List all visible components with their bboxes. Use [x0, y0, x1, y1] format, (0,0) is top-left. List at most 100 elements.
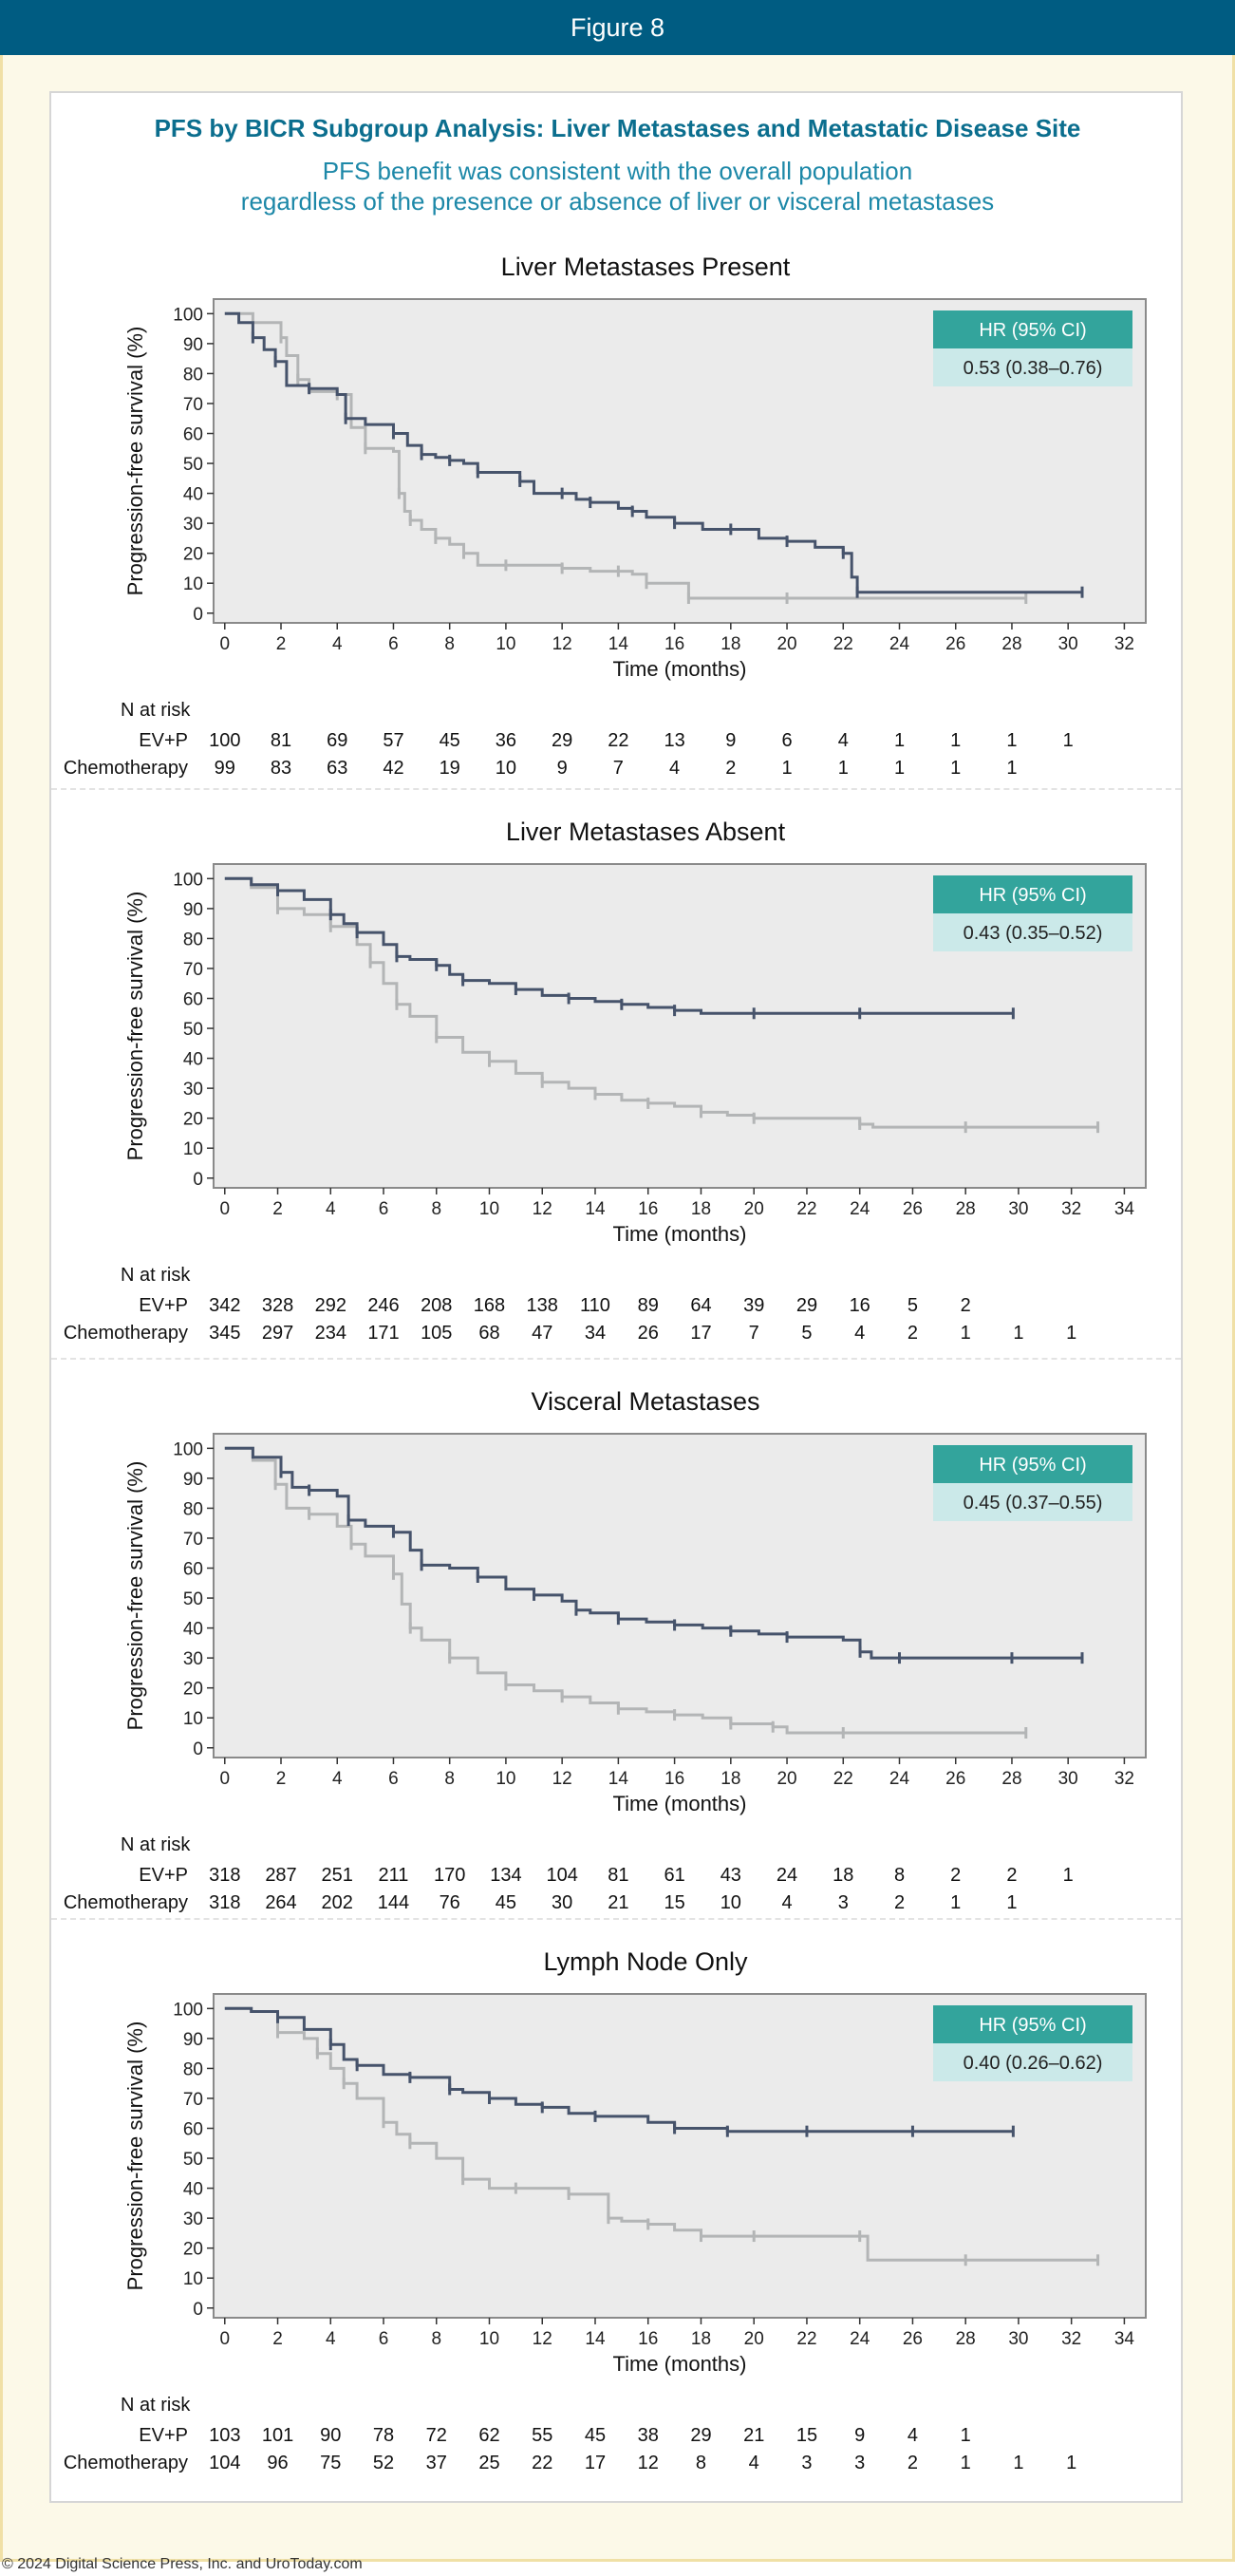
- risk-count: 292: [315, 1295, 346, 1316]
- x-tick-label: 30: [1008, 1199, 1028, 1219]
- x-tick-label: 28: [956, 2329, 976, 2349]
- hr-value-box: [933, 348, 1132, 386]
- y-tick-label: 40: [183, 1050, 203, 1070]
- y-tick-label: 10: [183, 1139, 203, 1159]
- copyright-footer: © 2024 Digital Science Press, Inc. and U…: [2, 2556, 363, 2572]
- x-tick-label: 0: [219, 634, 230, 654]
- y-tick-label: 60: [183, 990, 203, 1010]
- y-tick-label: 30: [183, 1080, 203, 1100]
- y-tick-label: 50: [183, 1589, 203, 1609]
- hr-header: HR (95% CI): [979, 885, 1086, 906]
- evp-curve: [224, 2006, 1014, 2134]
- y-tick-label: 0: [193, 2300, 203, 2320]
- y-tick-label: 20: [183, 545, 203, 565]
- x-tick-label: 16: [638, 2329, 658, 2349]
- risk-count: 12: [638, 2453, 659, 2473]
- x-tick-label: 10: [479, 2329, 499, 2349]
- y-tick-label: 90: [183, 335, 203, 355]
- y-axis-label: Progression-free survival (%): [123, 892, 147, 1161]
- risk-count: 328: [262, 1295, 293, 1316]
- x-tick-label: 32: [1114, 1769, 1134, 1789]
- x-tick-label: 8: [431, 1199, 441, 1219]
- panel-title: Lymph Node Only: [543, 1947, 748, 1976]
- x-tick-label: 24: [889, 1769, 910, 1789]
- km-panel-visceral: Visceral Metastases010203040506070809010…: [64, 1387, 1147, 1913]
- y-tick-label: 0: [193, 1170, 203, 1190]
- y-tick-label: 0: [193, 605, 203, 625]
- x-tick-label: 20: [777, 1769, 796, 1789]
- risk-count: 52: [373, 2453, 394, 2473]
- panel-divider: [51, 788, 1181, 790]
- x-tick-label: 0: [219, 1199, 230, 1219]
- x-tick-label: 12: [552, 634, 572, 654]
- risk-count: 38: [638, 2425, 659, 2446]
- hr-header: HR (95% CI): [979, 2015, 1086, 2036]
- risk-count: 26: [638, 1323, 659, 1344]
- y-tick-label: 40: [183, 1620, 203, 1640]
- risk-row-label: Chemotherapy: [64, 1323, 188, 1344]
- risk-count: 29: [796, 1295, 817, 1316]
- risk-count: 1: [961, 2425, 971, 2446]
- x-tick-label: 22: [796, 2329, 816, 2349]
- x-tick-label: 20: [744, 2329, 764, 2349]
- x-tick-label: 4: [332, 1769, 343, 1789]
- risk-count: 24: [777, 1865, 797, 1886]
- risk-table-heading: N at risk: [121, 1265, 191, 1286]
- risk-count: 1: [1006, 1892, 1017, 1913]
- y-tick-label: 40: [183, 485, 203, 505]
- risk-count: 1: [1066, 2453, 1076, 2473]
- risk-count: 22: [608, 730, 628, 751]
- risk-count: 55: [532, 2425, 552, 2446]
- y-tick-label: 70: [183, 2090, 203, 2110]
- risk-count: 62: [478, 2425, 499, 2446]
- risk-count: 345: [209, 1323, 240, 1344]
- x-tick-label: 22: [833, 1769, 853, 1789]
- y-tick-label: 70: [183, 960, 203, 980]
- risk-count: 15: [664, 1892, 684, 1913]
- y-tick-label: 10: [183, 574, 203, 594]
- risk-count: 39: [743, 1295, 764, 1316]
- x-tick-label: 22: [796, 1199, 816, 1219]
- risk-count: 68: [478, 1323, 499, 1344]
- x-tick-label: 8: [444, 1769, 455, 1789]
- hr-header-box: [933, 875, 1132, 913]
- y-tick-label: 10: [183, 2269, 203, 2289]
- risk-count: 10: [496, 758, 516, 779]
- y-tick-label: 50: [183, 2150, 203, 2170]
- panel-divider: [51, 1358, 1181, 1360]
- risk-row-label: EV+P: [139, 1865, 188, 1886]
- risk-count: 6: [781, 730, 792, 751]
- x-axis-label: Time (months): [613, 2352, 747, 2376]
- risk-row-label: EV+P: [139, 2425, 188, 2446]
- risk-count: 7: [749, 1323, 759, 1344]
- hr-value: 0.45 (0.37–0.55): [964, 1493, 1103, 1514]
- y-tick-label: 20: [183, 1680, 203, 1700]
- x-tick-label: 14: [608, 634, 629, 654]
- x-tick-label: 24: [850, 2329, 870, 2349]
- x-tick-label: 34: [1114, 2329, 1135, 2349]
- plot-area: [213, 298, 1147, 624]
- hr-header-box: [933, 310, 1132, 348]
- risk-count: 25: [478, 2453, 499, 2473]
- y-tick-label: 60: [183, 1560, 203, 1580]
- risk-count: 1: [950, 758, 961, 779]
- y-tick-label: 90: [183, 900, 203, 920]
- x-tick-label: 28: [1001, 634, 1021, 654]
- risk-count: 76: [440, 1892, 460, 1913]
- risk-count: 47: [532, 1323, 552, 1344]
- risk-count: 342: [209, 1295, 240, 1316]
- risk-count: 42: [383, 758, 403, 779]
- x-tick-label: 20: [744, 1199, 764, 1219]
- risk-count: 171: [367, 1323, 399, 1344]
- risk-row-label: Chemotherapy: [64, 2453, 188, 2473]
- risk-count: 251: [322, 1865, 353, 1886]
- y-tick-label: 100: [173, 870, 203, 890]
- x-tick-label: 28: [956, 1199, 976, 1219]
- x-tick-label: 4: [326, 2329, 336, 2349]
- risk-count: 18: [833, 1865, 853, 1886]
- risk-count: 3: [854, 2453, 865, 2473]
- y-tick-label: 80: [183, 1499, 203, 1519]
- risk-count: 1: [1066, 1323, 1076, 1344]
- risk-count: 2: [908, 2453, 918, 2473]
- risk-count: 103: [209, 2425, 240, 2446]
